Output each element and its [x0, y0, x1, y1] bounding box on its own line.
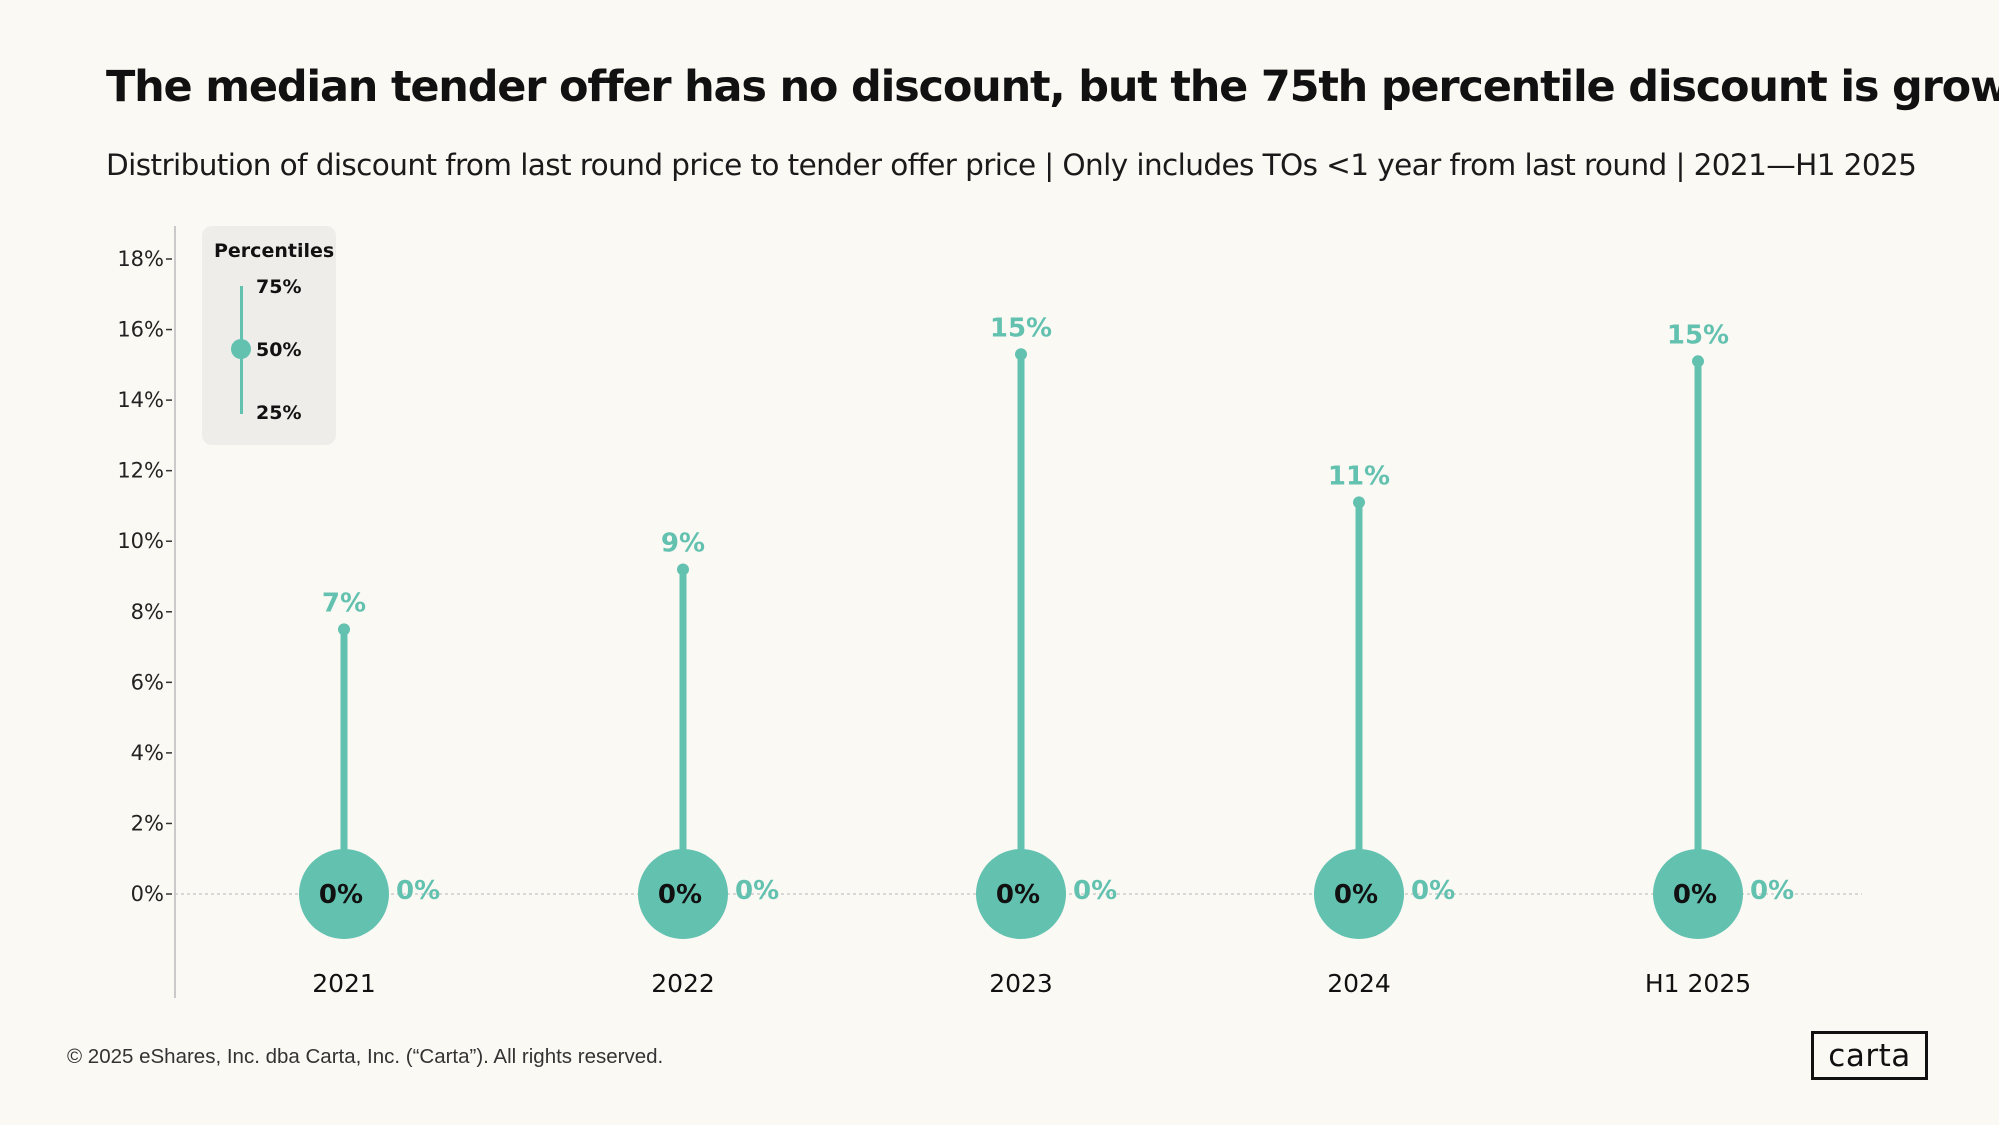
carta-logo: carta — [1811, 1031, 1928, 1080]
p25-value-label: 0% — [396, 876, 440, 906]
p75-value-label: 15% — [990, 313, 1052, 343]
x-category-label: 2021 — [312, 969, 376, 998]
median-value-label: 0% — [319, 880, 363, 910]
y-tick-label: 0% — [131, 882, 164, 906]
percentile-legend: Percentiles 75% 50% 25% — [202, 226, 336, 445]
x-category-label: 2024 — [1327, 969, 1391, 998]
legend-label-p50: 50% — [256, 339, 302, 361]
p75-dot — [1353, 496, 1365, 509]
y-tick-label: 14% — [117, 388, 164, 412]
median-dot — [1653, 849, 1743, 939]
x-category-label: H1 2025 — [1645, 969, 1751, 998]
y-tick-label: 6% — [131, 670, 164, 694]
legend-title: Percentiles — [214, 240, 335, 262]
copyright-footer: © 2025 eShares, Inc. dba Carta, Inc. (“C… — [67, 1045, 664, 1068]
median-dot — [299, 849, 389, 939]
x-category-label: 2022 — [651, 969, 715, 998]
p75-dot — [338, 623, 350, 636]
y-tick-label: 8% — [131, 600, 164, 624]
legend-label-p25: 25% — [256, 402, 302, 424]
x-category-label: 2023 — [989, 969, 1053, 998]
p75-value-label: 11% — [1328, 461, 1390, 491]
median-dot — [976, 849, 1066, 939]
y-tick-label: 16% — [117, 318, 164, 342]
p25-value-label: 0% — [1411, 876, 1455, 906]
p75-dot — [677, 563, 689, 576]
median-value-label: 0% — [1334, 880, 1378, 910]
chart-title: The median tender offer has no discount,… — [106, 62, 1999, 112]
chart-subtitle: Distribution of discount from last round… — [106, 148, 1917, 182]
y-tick-label: 10% — [117, 529, 164, 553]
median-value-label: 0% — [1673, 880, 1717, 910]
median-value-label: 0% — [658, 880, 702, 910]
p75-dot — [1015, 348, 1027, 361]
y-tick-label: 18% — [117, 247, 164, 271]
y-tick-label: 4% — [131, 741, 164, 765]
p25-value-label: 0% — [1073, 876, 1117, 906]
p75-dot — [1692, 355, 1704, 368]
median-value-label: 0% — [996, 880, 1040, 910]
p75-value-label: 7% — [322, 588, 366, 618]
y-tick-label: 2% — [131, 811, 164, 835]
p25-value-label: 0% — [735, 876, 779, 906]
median-dot — [638, 849, 728, 939]
p75-value-label: 15% — [1667, 320, 1729, 350]
p75-value-label: 9% — [661, 528, 705, 558]
p25-value-label: 0% — [1750, 876, 1794, 906]
median-dot — [1314, 849, 1404, 939]
legend-median-dot — [231, 339, 251, 359]
legend-label-p75: 75% — [256, 276, 302, 298]
y-tick-label: 12% — [117, 459, 164, 483]
